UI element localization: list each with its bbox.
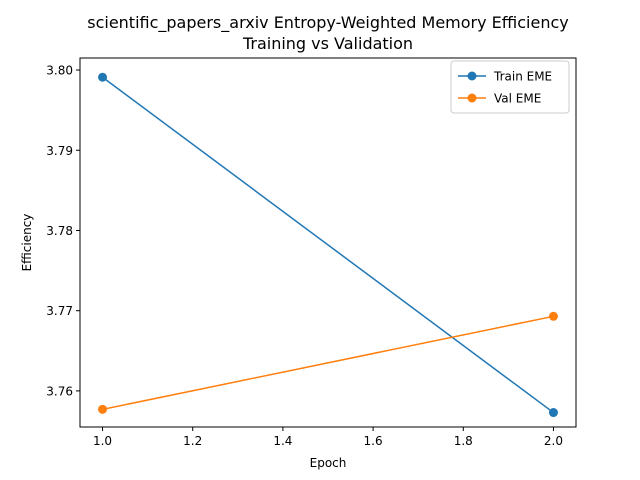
x-axis-label: Epoch [310,456,347,470]
series-line-val [102,315,554,411]
y-tick-label: 3.79 [46,144,73,158]
y-tick-label: 3.77 [46,304,73,318]
chart-title-line-2: Training vs Validation [242,34,413,53]
data-point-val [548,311,558,321]
y-axis-ticks: 3.76 3.77 3.78 3.79 3.80 [46,64,80,398]
y-tick-label: 3.78 [46,224,73,238]
data-point-train [548,408,558,418]
x-tick-label: 1.8 [454,434,473,448]
legend-train-label: Train EME [493,70,552,84]
x-tick-label: 1.2 [183,434,202,448]
chart-title-line-1: scientific_papers_arxiv Entropy-Weighted… [87,13,569,33]
data-point-val [98,404,108,414]
legend: Train EME Val EME [450,60,570,114]
legend-val-label: Val EME [494,92,541,106]
y-tick-label: 3.76 [46,384,73,398]
legend-train-marker [467,71,477,81]
series-line-train [102,76,554,414]
plot-area-frame [79,57,577,428]
x-tick-label: 1.0 [93,434,112,448]
y-tick-label: 3.80 [46,64,73,78]
data-point-train [98,72,108,82]
series-layer [98,72,558,418]
x-tick-label: 1.6 [364,434,383,448]
x-tick-label: 2.0 [544,434,563,448]
x-axis-ticks: 1.0 1.2 1.4 1.6 1.8 2.0 [93,427,563,448]
legend-box [450,60,570,114]
y-axis-label: Efficiency [20,214,34,272]
legend-val-marker [467,93,477,103]
x-tick-label: 1.4 [273,434,292,448]
